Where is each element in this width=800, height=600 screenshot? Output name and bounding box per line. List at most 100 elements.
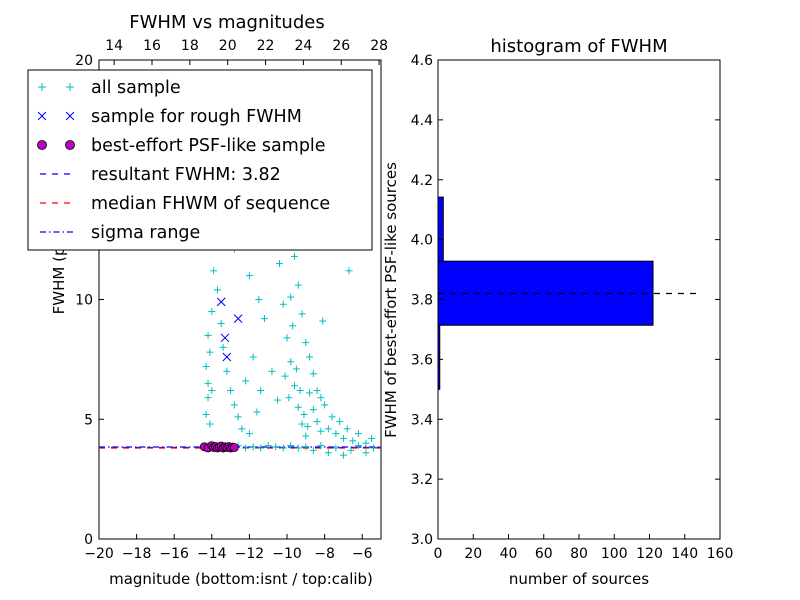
point-s0-58 [291,382,299,390]
point-s0-102 [268,367,276,375]
left-x-tick-label-3: −14 [197,546,227,562]
right-x-tick-label-4: 80 [570,546,588,562]
point-s0-63 [285,394,293,402]
right-y-tick-label-0: 3.0 [411,532,433,548]
point-s0-76 [332,430,340,438]
left-top-tick-label-1: 16 [143,38,161,54]
right-x-tick-label-7: 140 [671,546,698,562]
point-s0-66 [296,387,304,395]
point-s0-32 [202,410,210,418]
point-s0-17 [302,443,310,451]
point-s0-21 [332,444,340,452]
left-top-tick-labels: 14 16 18 20 22 24 26 28 20 [75,38,388,69]
point-s0-43 [227,387,235,395]
hist-bar-1 [437,260,654,326]
left-panel: FWHM vs magnitudes 14 16 18 20 22 24 26 28 20 −2… [27,12,388,588]
point-s0-80 [349,437,357,445]
legend-key-2-b [65,140,75,150]
point-s0-65 [292,365,300,373]
point-s0-104 [257,387,265,395]
right-x-tick-label-2: 40 [500,546,518,562]
point-s0-39 [213,286,221,294]
point-s0-15 [287,442,295,450]
left-x-tick-label-2: −16 [159,546,189,562]
right-x-label: number of sources [509,570,649,588]
right-plot-marks [437,196,698,390]
left-y-tick-label-2: 10 [75,293,93,309]
point-s0-26 [369,444,377,452]
point-s0-60 [298,420,306,428]
point-s0-78 [339,434,347,442]
point-s0-88 [302,339,310,347]
legend-entry-all-sample: all sample [91,78,181,98]
point-s0-55 [279,300,287,308]
point-s0-28 [204,379,212,387]
point-s0-72 [317,427,325,435]
point-s0-47 [245,430,253,438]
point-s0-13 [272,443,280,451]
point-s0-81 [354,430,362,438]
right-panel: histogram of FWHM 0 20 40 60 80 100 120 140 160 3… [382,36,733,588]
point-s0-22 [339,451,347,459]
point-s0-70 [309,406,317,414]
hist-bar-2 [437,196,444,262]
point-s0-27 [202,363,210,371]
left-top-tick-label-7: 28 [370,38,388,54]
left-x-tick-label-5: −10 [272,546,302,562]
legend-key-0-b [66,83,74,91]
point-s0-98 [319,317,327,325]
point-s0-34 [204,331,212,339]
left-top-tick-label-0: 14 [105,38,123,54]
left-x-tick-label-6: −8 [314,546,335,562]
point-s0-33 [206,420,214,428]
left-x-tick-label-1: −18 [122,546,152,562]
right-x-tick-label-5: 100 [601,546,628,562]
left-x-label: magnitude (bottom:isnt / top:calib) [109,570,373,588]
point-s1-3-b [233,314,243,324]
point-s0-82 [362,439,370,447]
legend-entry-rough-sample: sample for rough FWHM [91,107,302,127]
point-s0-57 [287,358,295,366]
legend-key-1-a [37,111,47,121]
point-s0-87 [287,293,295,301]
point-s0-18 [309,446,317,454]
legend-entry-resultant-fwhm: resultant FWHM: 3.82 [91,165,281,185]
point-s0-91 [313,387,321,395]
point-s0-86 [298,310,306,318]
point-s0-84 [291,252,299,260]
left-x-tick-label-4: −12 [235,546,265,562]
left-top-tick-label-2: 18 [181,38,199,54]
legend: all sample sample for rough FWHM best-ef… [27,69,373,251]
point-s0-10 [249,443,257,451]
point-s0-101 [260,315,268,323]
right-y-tick-label-5: 4.0 [411,233,433,249]
point-s0-90 [309,370,317,378]
point-s0-68 [304,422,312,430]
point-s0-105 [242,377,250,385]
point-s1-0 [216,297,226,307]
point-s0-41 [219,343,227,351]
left-top-tick-label-4: 22 [257,38,275,54]
point-s1-2-b [222,352,232,362]
point-s0-31 [208,387,216,395]
point-s0-45 [234,413,242,421]
right-y-tick-label-7: 4.4 [411,113,433,129]
right-title: histogram of FWHM [490,36,667,57]
point-s0-77 [336,418,344,426]
point-s0-19 [317,442,325,450]
point-s0-96 [345,267,353,275]
point-s0-100 [245,272,253,280]
right-axis-ticks: 0 20 40 60 80 100 120 140 160 3.0 3.2 3.4 3.6 3.8 4.0 4… [411,53,734,562]
right-y-tick-label-1: 3.2 [411,472,433,488]
point-s0-74 [324,425,332,433]
right-y-tick-label-3: 3.6 [411,352,433,368]
legend-key-1-b [65,111,75,121]
point-s0-40 [217,319,225,327]
point-s0-14 [279,444,287,452]
point-s0-85 [294,281,302,289]
point-s0-75 [328,413,336,421]
point-s1-2 [222,352,232,362]
point-s0-59 [294,403,302,411]
point-s0-103 [274,396,282,404]
